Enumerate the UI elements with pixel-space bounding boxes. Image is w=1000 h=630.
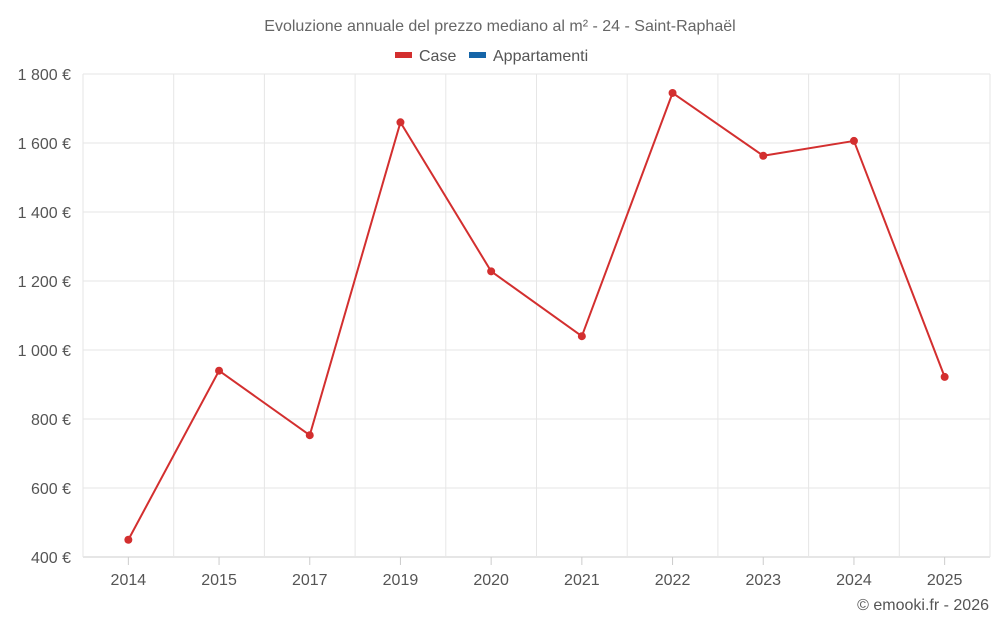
chart-legend: Case Appartamenti — [395, 48, 588, 65]
series-line-case — [127, 91, 946, 541]
x-axis-ticks: 2014 2015 2017 2019 2020 2021 2022 2023 2024 2025 — [111, 557, 963, 589]
data-point-case[interactable] — [487, 267, 496, 276]
y-axis-ticks: 400 € 600 € 800 € 1 000 € 1 200 € 1 400 € 1 60… — [18, 67, 71, 567]
y-tick-label: 1 400 € — [18, 205, 71, 222]
x-tick-label: 2017 — [292, 572, 328, 589]
data-point-case[interactable] — [668, 88, 677, 97]
y-tick-label: 1 200 € — [18, 274, 71, 291]
x-tick-label: 2015 — [201, 572, 237, 589]
x-tick-label: 2014 — [111, 572, 147, 589]
legend-swatch-appartamenti — [469, 52, 486, 58]
y-tick-label: 400 € — [31, 550, 71, 567]
legend-label-appartamenti: Appartamenti — [493, 48, 588, 65]
data-point-case[interactable] — [759, 151, 768, 160]
x-tick-label: 2021 — [564, 572, 600, 589]
legend-label-case: Case — [419, 48, 456, 65]
series-case — [124, 88, 949, 544]
x-tick-label: 2019 — [383, 572, 419, 589]
x-gridlines — [82, 74, 991, 557]
data-point-case[interactable] — [215, 366, 224, 375]
x-tick-label: 2022 — [655, 572, 691, 589]
y-tick-label: 1 000 € — [18, 343, 71, 360]
data-point-case[interactable] — [940, 372, 949, 381]
y-tick-label: 1 600 € — [18, 136, 71, 153]
data-point-case[interactable] — [305, 431, 314, 440]
legend-item-appartamenti[interactable]: Appartamenti — [469, 48, 588, 65]
x-tick-label: 2025 — [927, 572, 963, 589]
legend-item-case[interactable]: Case — [395, 48, 456, 65]
series-layer — [124, 88, 949, 544]
y-tick-label: 600 € — [31, 481, 71, 498]
data-point-case[interactable] — [124, 535, 133, 544]
data-point-case[interactable] — [577, 332, 586, 341]
data-point-case[interactable] — [396, 118, 405, 127]
legend-swatch-case — [395, 52, 412, 58]
chart-title: Evoluzione annuale del prezzo mediano al… — [264, 18, 735, 35]
credit-text: © emooki.fr - 2026 — [857, 597, 989, 614]
x-tick-label: 2024 — [836, 572, 872, 589]
x-tick-label: 2020 — [473, 572, 509, 589]
x-tick-label: 2023 — [745, 572, 781, 589]
data-point-case[interactable] — [849, 136, 858, 145]
y-tick-label: 800 € — [31, 412, 71, 429]
y-tick-label: 1 800 € — [18, 67, 71, 84]
